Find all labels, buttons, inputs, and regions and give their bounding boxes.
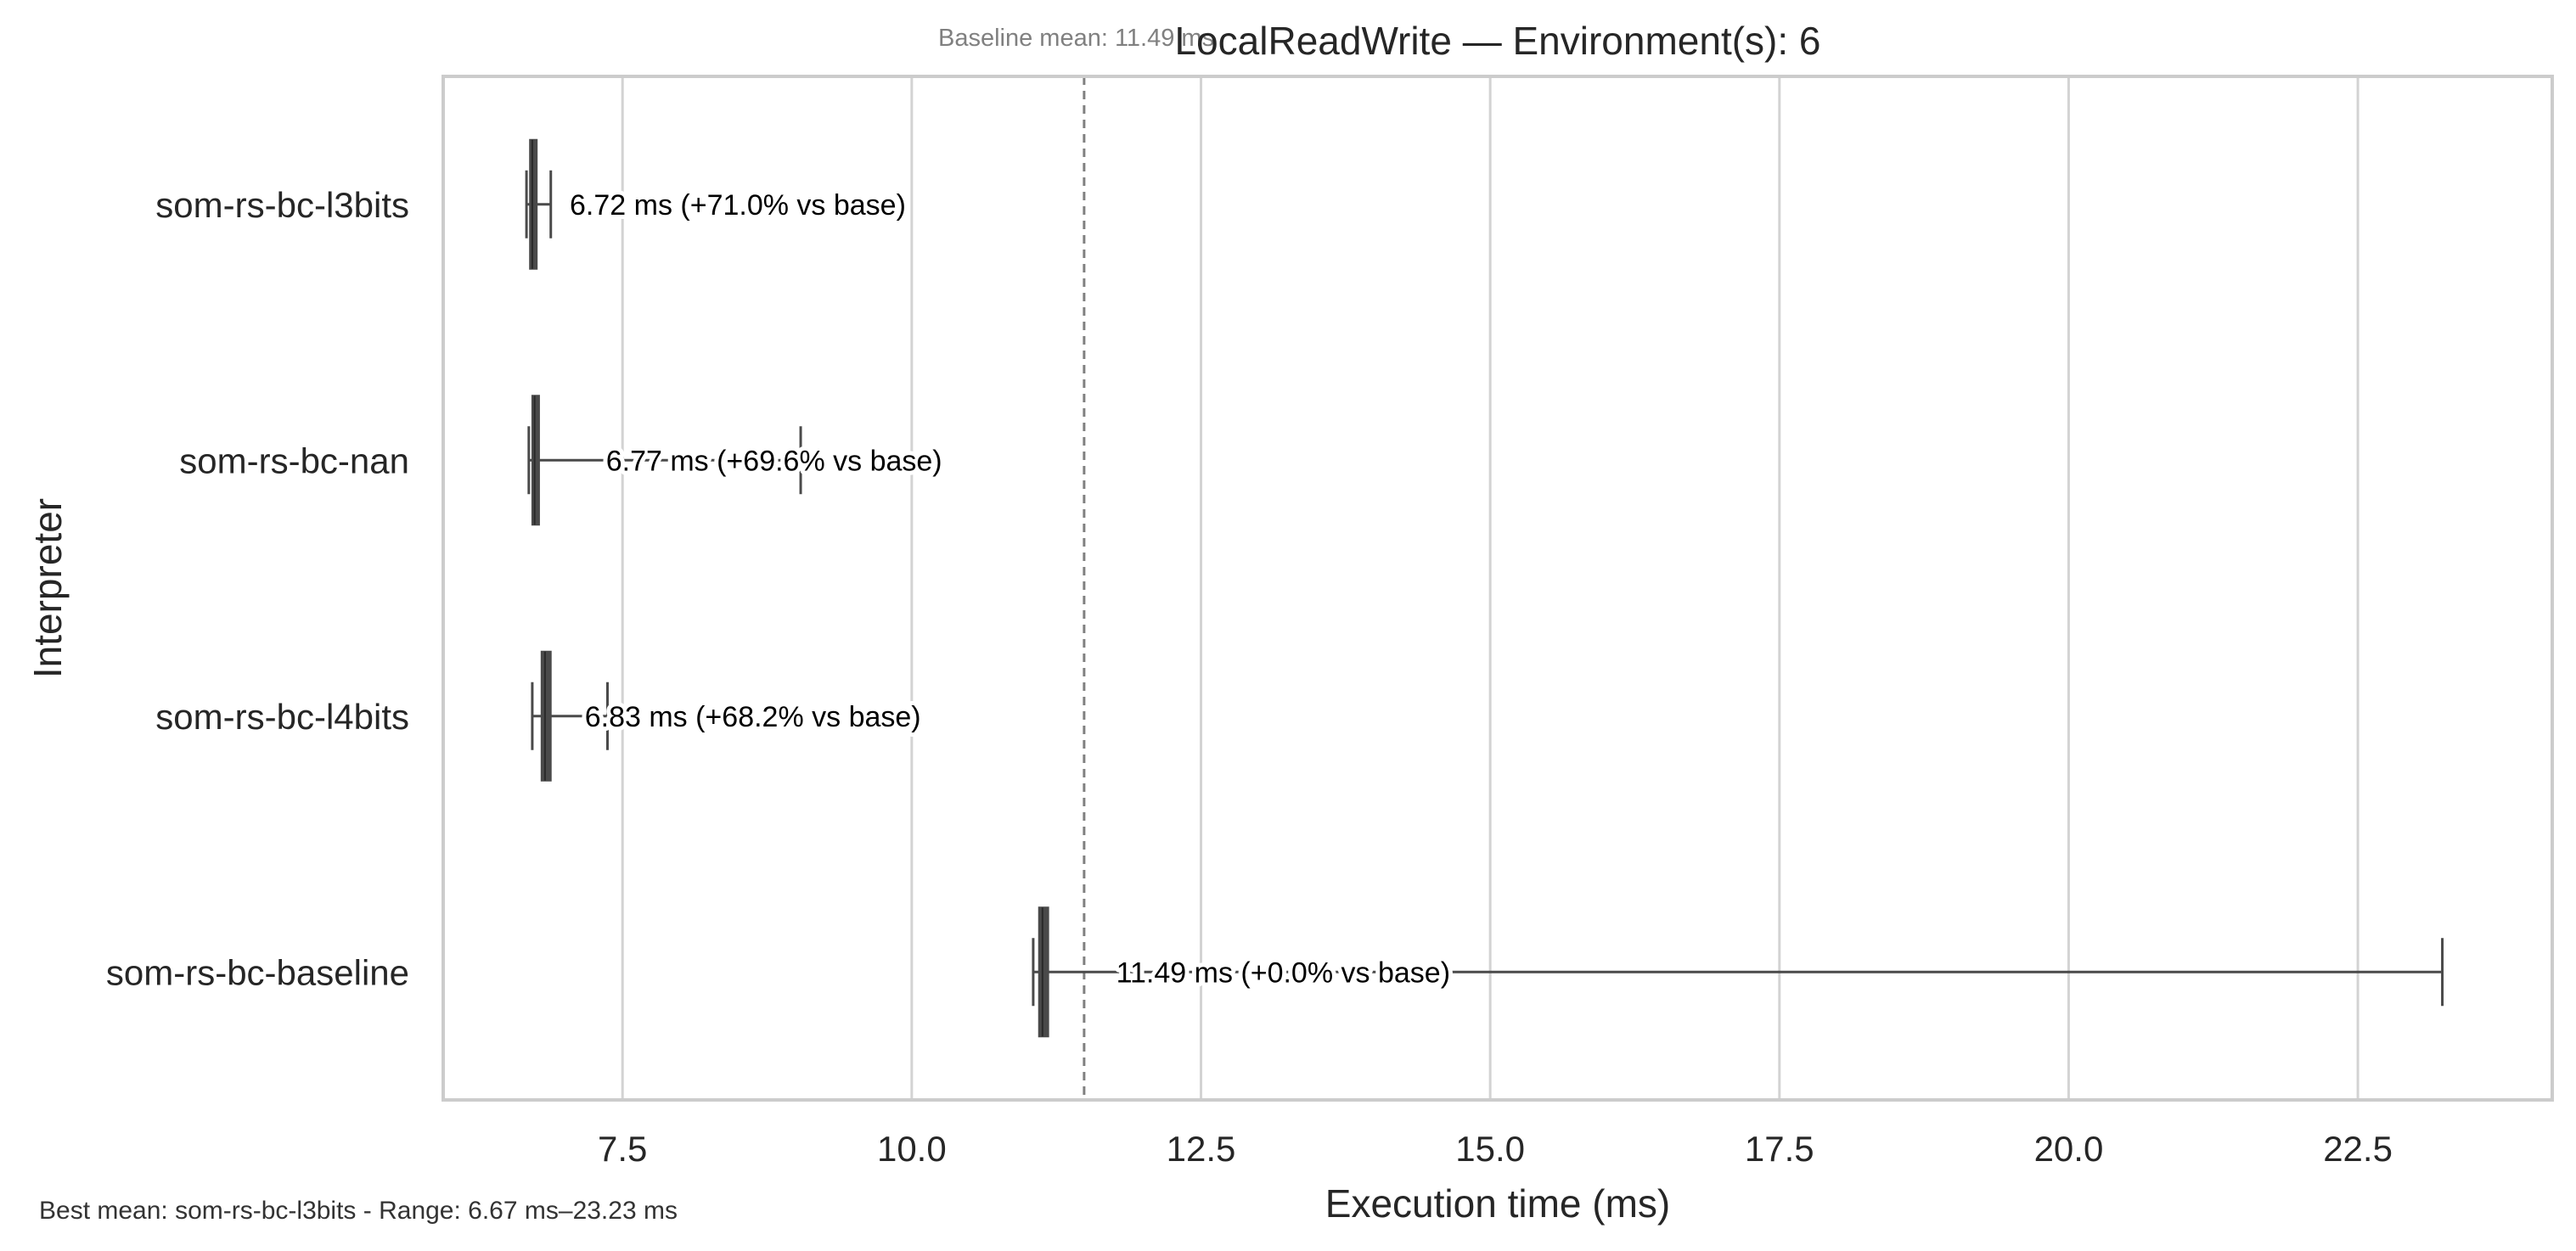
grid-lines [621, 76, 2359, 1100]
footer-note: Best mean: som-rs-bc-l3bits - Range: 6.6… [39, 1197, 678, 1225]
box-plot-som-rs-bc-l4bits: 6.83 ms (+68.2% vs base) [531, 650, 925, 782]
x-tick-labels: 7.5 10.0 12.5 15.0 17.5 20.0 22.5 [598, 1129, 2393, 1169]
x-tick-label: 12.5 [1167, 1129, 1236, 1169]
x-tick-label: 10.0 [877, 1129, 947, 1169]
y-tick-labels: som-rs-bc-l3bits som-rs-bc-nan som-rs-bc-l… [106, 185, 409, 993]
box-plot-som-rs-bc-l3bits: 6.72 ms (+71.0% vs base) [525, 138, 910, 270]
box-iqr [529, 138, 538, 270]
y-tick-label: som-rs-bc-baseline [106, 952, 409, 992]
box-plot-som-rs-bc-baseline: 11.49 ms (+0.0% vs base) [1032, 906, 2444, 1038]
value-label: 6.77 ms (+69.6% vs base) [606, 445, 942, 477]
value-label: 11.49 ms (+0.0% vs base) [1116, 956, 1450, 989]
value-label: 6.83 ms (+68.2% vs base) [585, 701, 921, 733]
x-tick-label: 20.0 [2034, 1129, 2104, 1169]
box-iqr [540, 650, 552, 782]
y-tick-label: som-rs-bc-l4bits [155, 697, 409, 737]
x-tick-label: 15.0 [1455, 1129, 1525, 1169]
y-tick-label: som-rs-bc-nan [179, 440, 409, 480]
box-iqr [1038, 906, 1049, 1038]
x-tick-label: 7.5 [598, 1129, 647, 1169]
x-tick-label: 17.5 [1745, 1129, 1814, 1169]
chart-title: LocalReadWrite — Environment(s): 6 [1175, 19, 1821, 63]
axes-frame [442, 75, 2554, 1102]
y-axis-label: Interpreter [25, 498, 70, 678]
box-iqr [531, 395, 540, 526]
x-tick-label: 22.5 [2323, 1129, 2393, 1169]
box-plot-som-rs-bc-nan: 6.77 ms (+69.6% vs base) [527, 395, 947, 526]
y-tick-label: som-rs-bc-l3bits [155, 185, 409, 225]
box-plots: 6.72 ms (+71.0% vs base) 6.77 ms (+69.6% … [525, 138, 2444, 1038]
baseline-annotation: Baseline mean: 11.49 ms [938, 25, 1214, 52]
value-label: 6.72 ms (+71.0% vs base) [570, 189, 906, 222]
x-axis-label: Execution time (ms) [1325, 1181, 1670, 1226]
